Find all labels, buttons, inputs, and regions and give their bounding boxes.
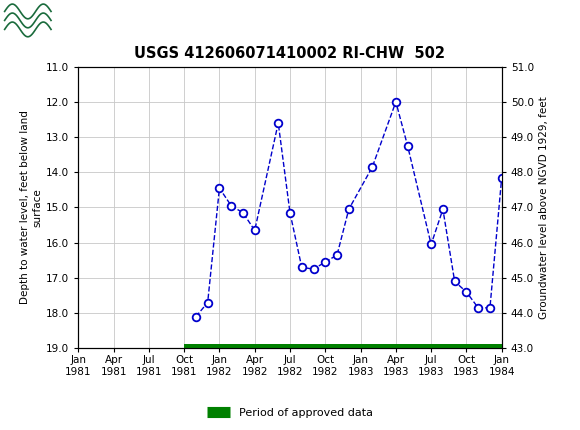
Bar bbox=[184, 344, 502, 352]
Y-axis label: Depth to water level, feet below land
surface: Depth to water level, feet below land su… bbox=[20, 111, 42, 304]
Title: USGS 412606071410002 RI-CHW  502: USGS 412606071410002 RI-CHW 502 bbox=[135, 46, 445, 61]
Text: USGS: USGS bbox=[58, 12, 113, 29]
Legend: Period of approved data: Period of approved data bbox=[203, 403, 377, 422]
Bar bbox=[3, 3, 52, 37]
Y-axis label: Groundwater level above NGVD 1929, feet: Groundwater level above NGVD 1929, feet bbox=[539, 96, 549, 319]
